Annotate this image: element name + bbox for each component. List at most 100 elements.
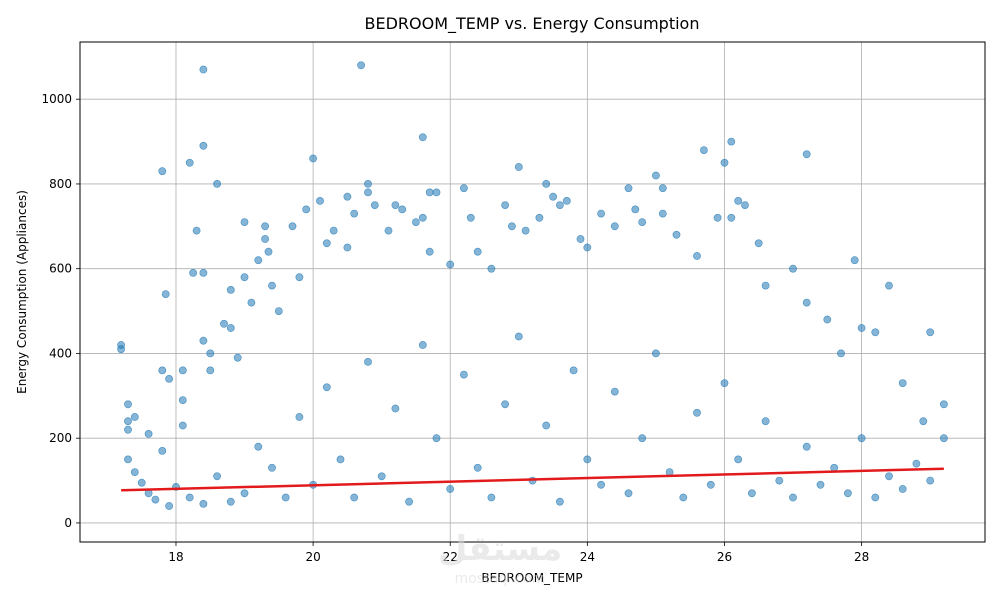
data-point — [624, 184, 633, 193]
data-point — [459, 184, 468, 193]
data-point — [418, 213, 427, 222]
data-point — [161, 290, 170, 298]
data-point — [610, 222, 619, 231]
data-point — [583, 243, 592, 252]
data-point — [295, 273, 304, 282]
data-point — [720, 379, 729, 387]
data-point — [597, 209, 605, 218]
data-point — [158, 366, 167, 375]
data-point — [487, 493, 496, 502]
data-point — [569, 366, 578, 375]
data-point — [658, 209, 667, 218]
data-point — [521, 226, 530, 235]
data-point — [274, 307, 283, 315]
data-point — [672, 230, 681, 239]
data-point — [748, 489, 756, 498]
y-tick-label: 200 — [49, 431, 72, 445]
data-point — [370, 201, 379, 209]
data-point — [158, 446, 167, 455]
data-point — [336, 455, 345, 464]
data-point — [329, 226, 338, 235]
data-point — [144, 429, 153, 438]
data-point — [165, 374, 173, 383]
data-point — [199, 65, 208, 74]
data-point — [130, 413, 139, 421]
data-point — [213, 179, 221, 188]
data-point — [898, 485, 907, 493]
y-tick-label: 600 — [49, 262, 72, 276]
grid-layer — [80, 42, 985, 542]
data-point — [124, 400, 132, 409]
data-point — [727, 213, 736, 222]
data-point — [734, 196, 743, 205]
data-point — [652, 349, 660, 358]
plot-frame — [79, 41, 986, 543]
ticks-layer: 18 20 22 24 26 28 0 200 400 600 800 1000 — [41, 92, 869, 564]
data-point — [302, 205, 311, 214]
data-point — [514, 163, 523, 171]
data-point — [734, 455, 743, 464]
data-point — [425, 247, 434, 256]
data-point — [316, 196, 324, 205]
y-tick-label: 1000 — [41, 92, 72, 106]
data-point — [754, 239, 763, 248]
data-point — [254, 256, 263, 265]
data-point — [597, 480, 605, 489]
data-point — [178, 421, 187, 430]
data-point — [789, 493, 797, 502]
data-point — [343, 192, 352, 201]
data-point — [816, 480, 825, 489]
points-layer — [117, 61, 948, 510]
data-point — [693, 252, 701, 260]
data-point — [720, 158, 729, 167]
data-point — [226, 324, 235, 332]
y-tick-label: 0 — [64, 516, 72, 530]
data-point — [885, 472, 893, 481]
data-point — [158, 167, 167, 176]
data-point — [562, 196, 571, 205]
data-point — [261, 235, 269, 243]
data-point — [295, 413, 304, 421]
watermark: مستقل mostaql.com — [438, 529, 562, 587]
data-point — [268, 463, 276, 472]
data-point — [364, 188, 372, 197]
data-point — [542, 421, 551, 430]
data-point — [124, 425, 132, 434]
data-point — [199, 336, 208, 345]
chart-title: BEDROOM_TEMP vs. Energy Consumption — [365, 14, 700, 34]
data-point — [919, 417, 928, 426]
data-point — [425, 188, 434, 197]
watermark-main-text: مستقل — [438, 529, 562, 569]
data-point — [226, 497, 235, 506]
data-point — [535, 213, 544, 222]
data-point — [610, 387, 619, 396]
data-point — [583, 455, 592, 464]
data-point — [240, 273, 249, 282]
data-point — [199, 499, 208, 508]
data-point — [556, 201, 564, 209]
data-point — [761, 281, 770, 290]
data-point — [926, 328, 935, 337]
data-point — [398, 205, 407, 214]
data-point — [802, 298, 811, 307]
data-point — [220, 319, 228, 328]
trend-layer — [121, 467, 944, 492]
data-point — [418, 133, 427, 142]
trend-line — [121, 467, 944, 492]
data-point — [446, 260, 455, 269]
y-tick-label: 800 — [49, 177, 72, 191]
data-point — [309, 154, 317, 163]
data-point — [233, 353, 242, 362]
data-point — [542, 179, 551, 188]
data-point — [391, 404, 400, 413]
data-point — [432, 434, 441, 443]
data-point — [487, 264, 496, 273]
data-point — [268, 281, 276, 290]
data-point — [288, 222, 297, 231]
data-point — [857, 434, 866, 443]
y-tick-label: 400 — [49, 346, 72, 360]
data-point — [706, 480, 715, 489]
data-point — [857, 324, 866, 332]
